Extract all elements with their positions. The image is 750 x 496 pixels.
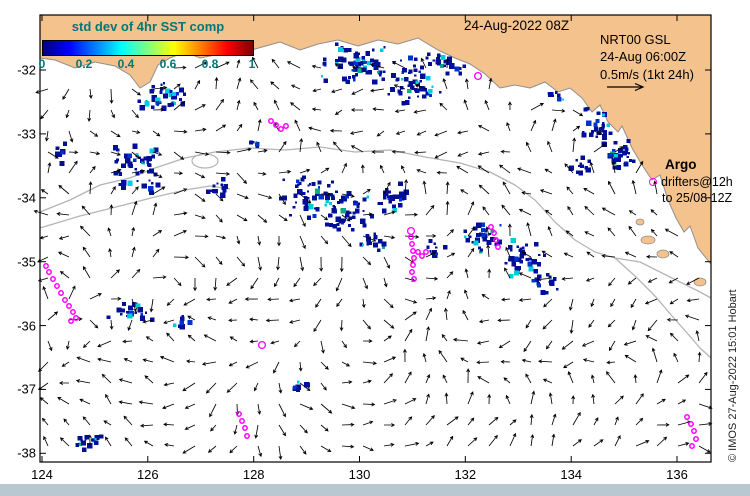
gsl-contours bbox=[39, 146, 712, 359]
x-tick-label: 124 bbox=[31, 467, 53, 482]
map-timestamp: 24-Aug-2022 08Z bbox=[464, 18, 570, 33]
sst-stddev-patches bbox=[55, 42, 636, 453]
island bbox=[693, 277, 707, 287]
x-tick-label: 136 bbox=[666, 467, 688, 482]
copyright-text: © IMOS 27-Aug-2022 15:01 Hobart bbox=[727, 289, 739, 462]
drifter-tracks bbox=[43, 71, 699, 449]
argo-title: Argo bbox=[665, 157, 697, 172]
colorbar bbox=[42, 40, 254, 56]
y-tick-label: -32 bbox=[17, 62, 36, 78]
drifters-label: drifters@12h bbox=[661, 174, 733, 189]
y-tick-label: -38 bbox=[17, 445, 36, 461]
model-name: NRT00 GSL bbox=[600, 32, 671, 47]
x-tick-label: 126 bbox=[136, 467, 159, 482]
island bbox=[635, 218, 645, 226]
velocity-scale-label: 0.5m/s (1kt 24h) bbox=[600, 66, 694, 82]
current-vector-field bbox=[33, 56, 713, 460]
colorbar-tick-label: 0.2 bbox=[75, 57, 93, 71]
island bbox=[640, 235, 656, 245]
y-tick-label: -37 bbox=[17, 381, 36, 397]
model-time: 24-Aug 06:00Z bbox=[600, 49, 687, 65]
bottom-strip bbox=[0, 484, 750, 496]
colorbar-tick-label: 0.4 bbox=[117, 57, 135, 71]
colorbar-tick-label: 0.8 bbox=[201, 57, 219, 71]
plot-frame bbox=[39, 14, 712, 463]
model-legend: NRT00 GSL 24-Aug 06:00Z 0.5m/s (1kt 24h) bbox=[600, 31, 694, 83]
drifters-until-label: to 25/08 12Z bbox=[662, 191, 733, 206]
x-tick-label: 130 bbox=[348, 467, 371, 482]
colorbar-title: std dev of 4hr SST comp bbox=[71, 19, 225, 34]
colorbar-tick-label: 0.6 bbox=[159, 57, 177, 71]
colorbar-tick-label: 0 bbox=[38, 57, 46, 71]
island bbox=[656, 249, 670, 259]
argo-legend: Argo drifters@12h to 25/08 12Z bbox=[649, 156, 733, 207]
colorbar-ticks: 0 0.2 0.4 0.6 0.8 1 bbox=[38, 57, 256, 72]
y-tick-label: -35 bbox=[17, 254, 36, 270]
y-tick-label: -33 bbox=[17, 126, 36, 142]
y-tick-label: -36 bbox=[17, 318, 36, 334]
y-tick-label: -34 bbox=[17, 190, 36, 206]
x-tick-label: 132 bbox=[454, 467, 477, 482]
drifter-marker-icon bbox=[649, 178, 657, 187]
velocity-scale-arrow-icon bbox=[607, 82, 645, 92]
x-tick-label: 128 bbox=[242, 467, 265, 482]
land-region bbox=[39, 15, 712, 287]
x-tick-label: 134 bbox=[560, 467, 583, 482]
colorbar-tick-label: 1 bbox=[248, 57, 256, 71]
